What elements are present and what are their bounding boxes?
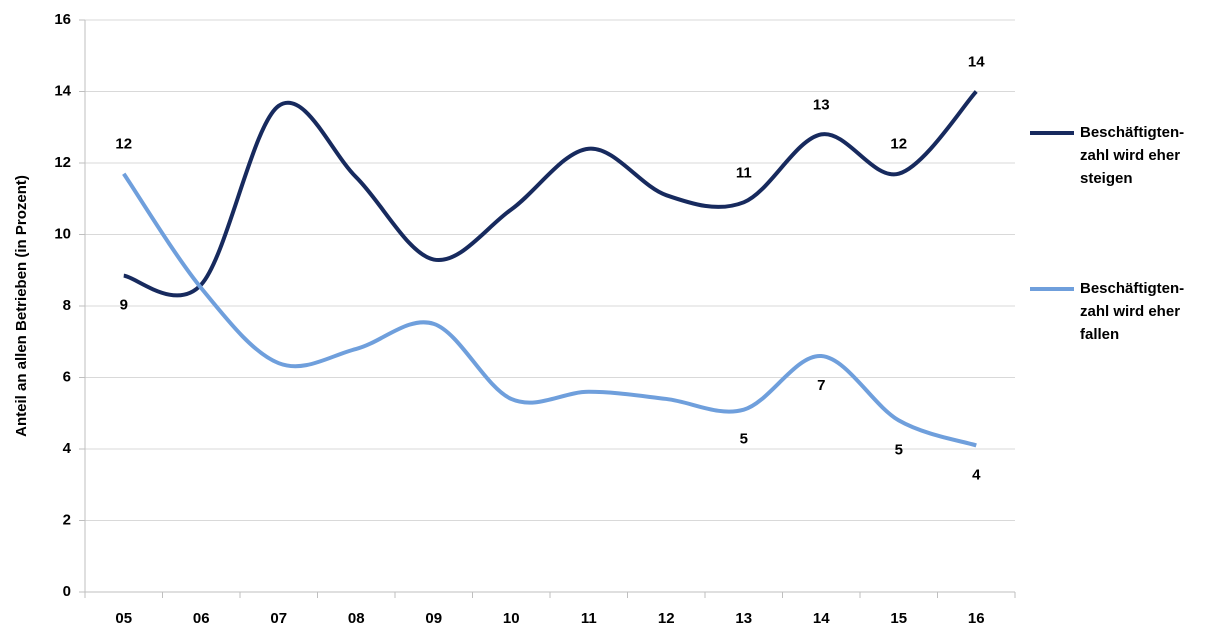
y-tick-label: 4 [63,440,72,457]
legend-swatch [1030,131,1074,135]
data-label: 11 [736,164,752,181]
y-tick-label: 0 [63,583,71,600]
data-label: 12 [890,136,907,153]
x-tick-label: 10 [503,610,520,627]
y-tick-label: 6 [63,368,71,385]
y-tick-label: 8 [63,297,71,314]
x-tick-label: 11 [581,610,597,627]
legend-label: Beschäftigten-zahl wird eher fallen [1080,280,1185,343]
y-tick-label: 2 [63,511,71,528]
y-tick-label: 16 [54,11,71,28]
x-tick-label: 05 [115,610,132,627]
series-line [122,172,977,448]
legend-label: Beschäftigten-zahl wird eher steigen [1080,124,1185,187]
x-tick-label: 07 [270,610,287,627]
x-tick-label: 15 [890,610,907,627]
y-tick-label: 10 [54,225,71,242]
data-label: 14 [968,53,985,70]
x-tick-label: 16 [968,610,985,627]
x-tick-label: 14 [813,610,830,627]
x-tick-label: 09 [425,610,442,627]
y-tick-label: 14 [54,82,71,99]
data-label: 12 [115,136,132,153]
x-tick-label: 06 [193,610,210,627]
x-tick-label: 12 [658,610,675,627]
legend-swatch [1030,287,1074,291]
y-tick-label: 12 [54,154,71,171]
x-tick-label: 13 [735,610,752,627]
data-label: 5 [895,441,903,458]
data-label: 5 [740,431,748,448]
data-label: 4 [972,466,981,483]
series-line [123,90,978,298]
data-label: 9 [120,297,128,314]
x-tick-label: 08 [348,610,365,627]
y-axis-label: Anteil an allen Betrieben (in Prozent) [13,175,30,437]
data-label: 13 [813,96,830,113]
data-label: 7 [817,377,825,394]
